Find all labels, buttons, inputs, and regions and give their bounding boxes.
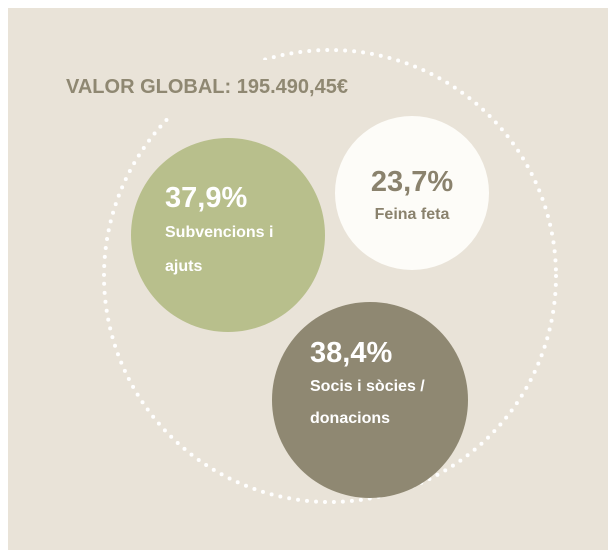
category-label: Subvencions i ajuts xyxy=(165,224,274,275)
bubble-label: 23,7% Feina feta xyxy=(352,164,472,230)
bubble-label: 37,9% Subvencions i ajuts xyxy=(165,180,305,284)
value-label: 23,7% xyxy=(370,166,454,198)
chart-title: VALOR GLOBAL: 195.490,45€ xyxy=(66,76,348,98)
value-label: 38,4% xyxy=(310,337,393,369)
bubble xyxy=(335,116,489,270)
dotted-circle xyxy=(102,48,558,504)
bubble xyxy=(130,137,326,333)
value-label: 37,9% xyxy=(165,182,248,214)
bubble xyxy=(272,302,468,498)
ring-gap xyxy=(50,60,380,116)
category-label: Socis i sòcies / donacions xyxy=(310,378,425,427)
bubble-label: 38,4% Socis i sòcies / donacions xyxy=(310,335,470,435)
category-label: Feina feta xyxy=(374,206,450,223)
